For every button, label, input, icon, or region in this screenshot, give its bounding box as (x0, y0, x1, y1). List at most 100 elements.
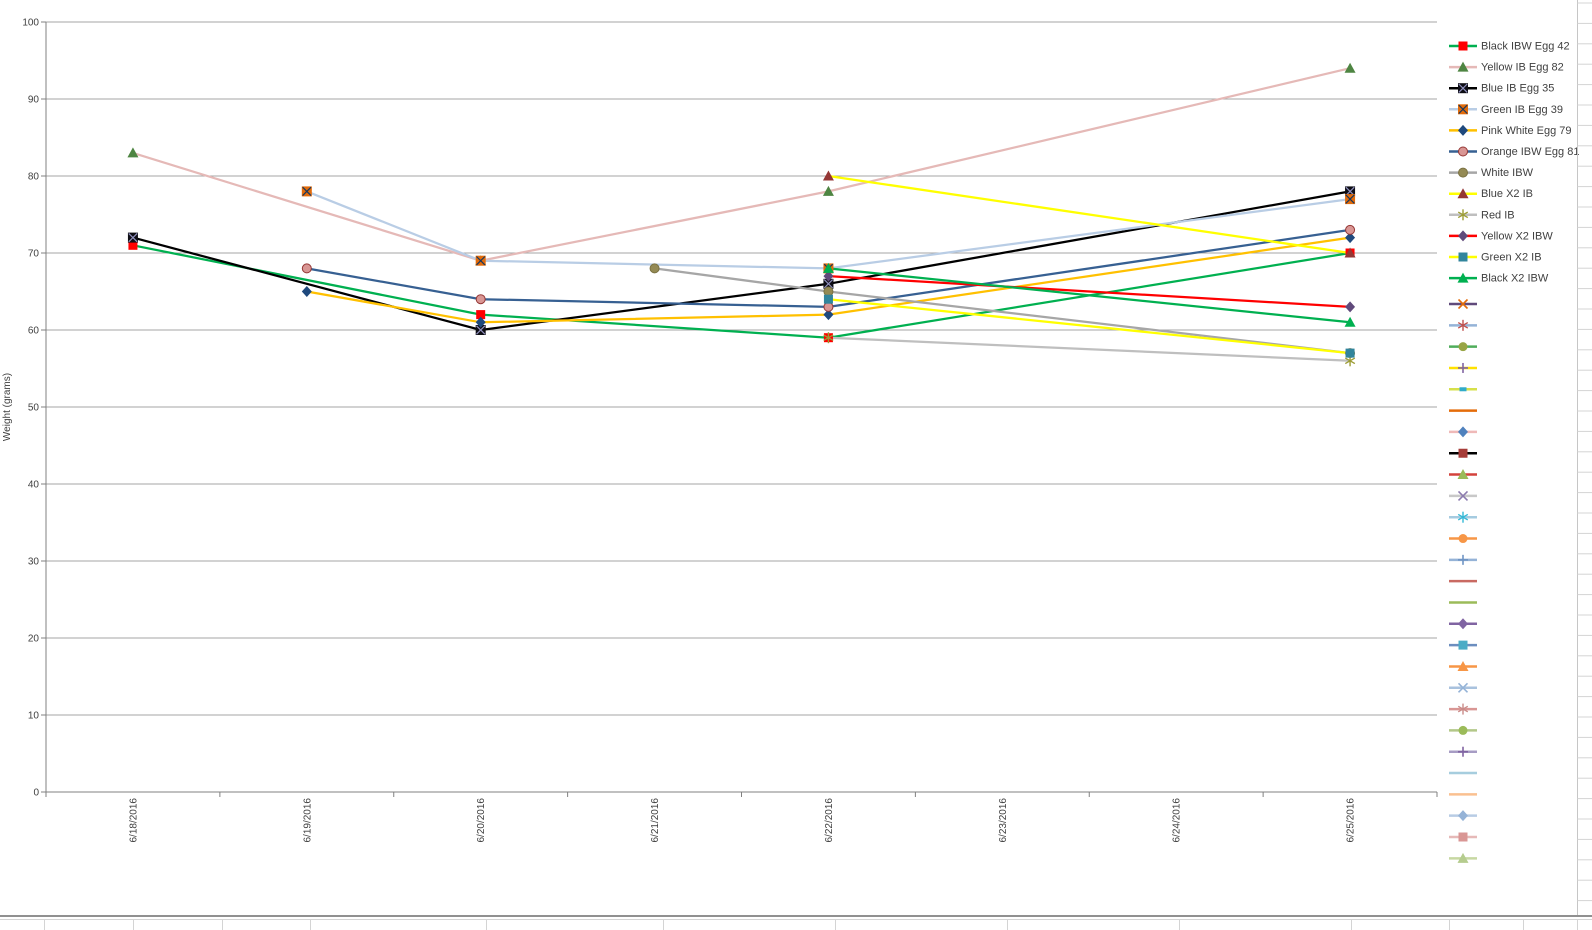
legend-item-unlabeled[interactable] (1449, 426, 1477, 438)
data-point (476, 310, 486, 320)
legend-item-unlabeled[interactable] (1449, 746, 1477, 757)
legend-item-black-x2-ibw[interactable]: Black X2 IBW (1449, 272, 1549, 285)
data-point (649, 263, 660, 274)
legend-item-unlabeled[interactable] (1449, 660, 1477, 671)
series-lines (132, 67, 1351, 362)
data-point (823, 278, 834, 289)
data-point (127, 147, 139, 158)
y-tick-label: 60 (28, 326, 40, 337)
data-point (823, 286, 834, 297)
series-line-pink-white-egg-79 (306, 236, 1351, 324)
legend-item-blue-ib-egg-35[interactable]: Blue IB Egg 35 (1449, 83, 1554, 95)
legend-item-unlabeled[interactable] (1449, 490, 1477, 501)
legend-item-unlabeled[interactable] (1449, 534, 1477, 544)
series-markers (127, 62, 1356, 367)
y-axis-labels: 0 10 20 30 40 50 60 70 80 90 100 (22, 18, 39, 799)
series-line-black-x2-ibw (828, 267, 1351, 324)
legend-item-white-ibw[interactable]: White IBW (1449, 167, 1534, 179)
data-point (301, 263, 312, 274)
legend-item-unlabeled[interactable] (1449, 298, 1477, 310)
data-point (1344, 62, 1356, 73)
series-line-blue-x2-ib (828, 174, 1351, 255)
legend-label: Black X2 IBW (1481, 273, 1549, 285)
legend-item-yellow-x2-ibw[interactable]: Yellow X2 IBW (1449, 230, 1553, 242)
legend-label: Orange IBW Egg 81 (1481, 146, 1579, 158)
y-tick-label: 90 (28, 95, 40, 106)
legend-item-pink-white-egg-79[interactable]: Pink White Egg 79 (1449, 125, 1572, 137)
series-line-red-ib (828, 336, 1351, 362)
legend-item-unlabeled[interactable] (1449, 448, 1477, 458)
series-line-yellow-x2-ibw (828, 274, 1351, 309)
data-point (1345, 232, 1356, 244)
series-line-blue-ib-egg-35 (132, 190, 1351, 332)
legend-item-green-x2-ib[interactable]: Green X2 IB (1449, 252, 1542, 264)
legend-item-unlabeled[interactable] (1449, 703, 1477, 715)
legend-item-unlabeled[interactable] (1449, 362, 1477, 373)
legend-item-unlabeled[interactable] (1449, 319, 1477, 331)
legend-item-yellow-ib-egg-82[interactable]: Yellow IB Egg 82 (1449, 61, 1564, 74)
data-point (1344, 247, 1356, 258)
legend-label: Green IB Egg 39 (1481, 104, 1563, 116)
legend-item-unlabeled[interactable] (1449, 342, 1477, 352)
legend-item-blue-x2-ib[interactable]: Blue X2 IB (1449, 188, 1533, 200)
x-tick-label: 6/18/2016 (128, 798, 139, 843)
legend-label: Blue IB Egg 35 (1481, 83, 1554, 95)
legend-item-unlabeled[interactable] (1449, 810, 1477, 822)
data-point (475, 255, 486, 266)
x-tick-label: 6/25/2016 (1346, 798, 1357, 843)
legend-item-unlabeled[interactable] (1449, 469, 1477, 480)
legend-item-green-ib-egg-39[interactable]: Green IB Egg 39 (1449, 104, 1563, 116)
y-tick-label: 100 (22, 18, 39, 29)
data-point (128, 240, 138, 250)
legend-item-unlabeled[interactable] (1449, 640, 1477, 650)
axes (45, 22, 1438, 797)
legend-item-unlabeled[interactable] (1449, 852, 1477, 863)
series-line-yellow-ib-egg-82 (132, 67, 1351, 262)
data-point (475, 316, 486, 328)
legend-item-unlabeled[interactable] (1449, 511, 1477, 523)
data-point (301, 186, 312, 197)
data-point (1345, 348, 1355, 358)
x-tick-label: 6/19/2016 (302, 798, 313, 843)
legend-label: Green X2 IB (1481, 252, 1542, 264)
x-axis-labels: 6/18/2016 6/19/2016 6/20/2016 6/21/2016 6/22… (128, 798, 1356, 843)
data-point (822, 170, 834, 181)
data-point (823, 294, 833, 304)
legend-item-red-ib[interactable]: Red IB (1449, 209, 1515, 221)
y-tick-label: 20 (28, 634, 40, 645)
legend-label: Yellow IB Egg 82 (1481, 62, 1564, 74)
x-tick-label: 6/24/2016 (1172, 798, 1183, 843)
data-point (127, 232, 138, 243)
data-point (475, 294, 486, 305)
data-point (1344, 316, 1356, 327)
y-tick-label: 0 (33, 788, 39, 799)
legend-item-unlabeled[interactable] (1449, 387, 1477, 392)
y-axis-title: Weight (grams) (2, 373, 13, 441)
data-point (1345, 301, 1356, 313)
legend-item-unlabeled[interactable] (1449, 618, 1477, 630)
legend-label: Yellow X2 IBW (1481, 230, 1553, 242)
data-point (823, 301, 834, 312)
legend-item-unlabeled[interactable] (1449, 554, 1477, 565)
series-line-orange-ibw-egg-81 (306, 228, 1351, 309)
x-tick-label: 6/20/2016 (476, 798, 487, 843)
data-point (822, 262, 834, 273)
data-point (822, 185, 834, 196)
y-tick-label: 40 (28, 480, 40, 491)
gridlines (41, 21, 1437, 793)
legend-label: White IBW (1481, 167, 1534, 179)
series-line-black-ibw-egg-42 (132, 244, 1351, 339)
data-point (301, 286, 312, 297)
legend-item-unlabeled[interactable] (1449, 725, 1477, 735)
legend-item-orange-ibw-egg-81[interactable]: Orange IBW Egg 81 (1449, 146, 1579, 158)
y-tick-label: 30 (28, 557, 40, 568)
legend-item-unlabeled[interactable] (1449, 682, 1477, 693)
legend-item-black-ibw-egg-42[interactable]: Black IBW Egg 42 (1449, 41, 1570, 53)
series-line-green-x2-ib (828, 298, 1351, 355)
y-tick-label: 80 (28, 172, 40, 183)
legend-item-unlabeled[interactable] (1449, 832, 1477, 842)
data-point (1345, 194, 1356, 205)
